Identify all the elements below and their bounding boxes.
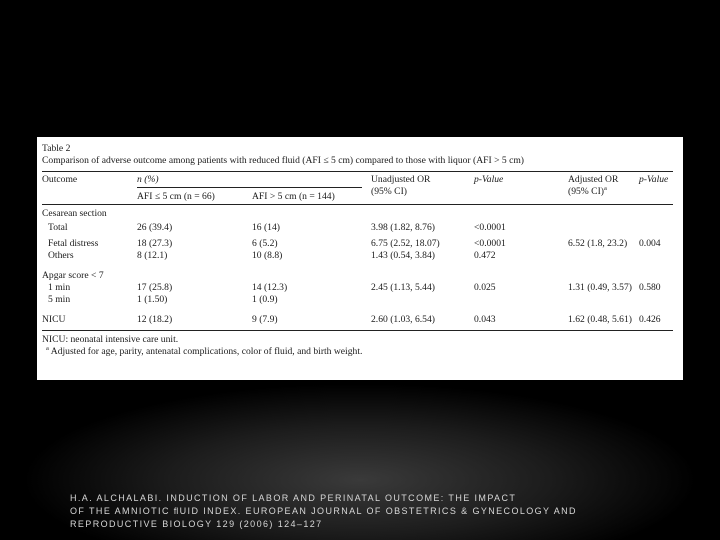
header-adjusted-ci-marker: a (603, 184, 607, 192)
top-rule (42, 171, 673, 172)
header-n-pct: n (%) (137, 174, 159, 185)
cell-afi-low: 1 (1.50) (137, 294, 168, 305)
citation: H.A. ALCHALABI. INDUCTION OF LABOR AND P… (70, 492, 690, 531)
header-outcome: Outcome (42, 174, 78, 185)
cell-afi-high: 10 (8.8) (252, 250, 283, 261)
footnote-nicu: NICU: neonatal intensive care unit. (42, 334, 179, 345)
row-label: Cesarean section (42, 208, 107, 219)
cell-afi-low: 18 (27.3) (137, 238, 173, 249)
table-caption: Comparison of adverse outcome among pati… (42, 155, 524, 166)
cell-p1: 0.043 (474, 314, 496, 325)
header-unadjusted-ci: (95% CI) (371, 186, 407, 197)
cell-afi-low: 12 (18.2) (137, 314, 173, 325)
cell-p2: 0.580 (639, 282, 661, 293)
citation-line-3: REPRODUCTIVE BIOLOGY 129 (2006) 124–127 (70, 519, 323, 529)
header-subrule (137, 187, 362, 188)
row-label: Total (48, 222, 68, 233)
cell-adj: 1.31 (0.49, 3.57) (568, 282, 632, 293)
header-afi-low: AFI ≤ 5 cm (n = 66) (137, 191, 215, 202)
header-p-value-1: p-Value (474, 174, 504, 185)
cell-unadj: 3.98 (1.82, 8.76) (371, 222, 435, 233)
citation-line-1: H.A. ALCHALABI. INDUCTION OF LABOR AND P… (70, 493, 517, 503)
cell-p1: <0.0001 (474, 222, 506, 233)
header-adjusted-or: Adjusted OR (568, 174, 619, 185)
cell-p1: 0.025 (474, 282, 496, 293)
table-title: Table 2 (42, 143, 71, 154)
cell-unadj: 6.75 (2.52, 18.07) (371, 238, 440, 249)
cell-afi-high: 9 (7.9) (252, 314, 278, 325)
row-label: 5 min (48, 294, 71, 305)
cell-afi-high: 6 (5.2) (252, 238, 278, 249)
cell-adj: 1.62 (0.48, 5.61) (568, 314, 632, 325)
cell-afi-high: 1 (0.9) (252, 294, 278, 305)
cell-afi-low: 26 (39.4) (137, 222, 173, 233)
row-label: 1 min (48, 282, 71, 293)
header-afi-high: AFI > 5 cm (n = 144) (252, 191, 335, 202)
header-p-value-2: p-Value (639, 174, 669, 185)
row-label: Fetal distress (48, 238, 99, 249)
header-adjusted-ci: (95% CI)a (568, 184, 607, 197)
header-bottom-rule (42, 204, 673, 205)
cell-p2: 0.426 (639, 314, 661, 325)
cell-afi-low: 17 (25.8) (137, 282, 173, 293)
row-label: NICU (42, 314, 66, 325)
cell-afi-high: 14 (12.3) (252, 282, 288, 293)
footnote-marker: a (46, 344, 49, 352)
cell-afi-high: 16 (14) (252, 222, 280, 233)
cell-p2: 0.004 (639, 238, 661, 249)
citation-line-2: OF THE AMNIOTIC ﬂUID INDEX. EUROPEAN JOU… (70, 506, 577, 516)
table-image-panel: Table 2 Comparison of adverse outcome am… (37, 137, 683, 380)
cell-p1: <0.0001 (474, 238, 506, 249)
cell-unadj: 2.60 (1.03, 6.54) (371, 314, 435, 325)
row-label: Others (48, 250, 74, 261)
header-unadjusted-or: Unadjusted OR (371, 174, 431, 185)
cell-afi-low: 8 (12.1) (137, 250, 168, 261)
cell-unadj: 1.43 (0.54, 3.84) (371, 250, 435, 261)
row-label: Apgar score < 7 (42, 270, 104, 281)
cell-p1: 0.472 (474, 250, 496, 261)
background-glow (0, 360, 720, 540)
footnote-adjusted: a Adjusted for age, parity, antenatal co… (46, 344, 363, 357)
cell-unadj: 2.45 (1.13, 5.44) (371, 282, 435, 293)
bottom-rule (42, 330, 673, 331)
cell-adj: 6.52 (1.8, 23.2) (568, 238, 628, 249)
